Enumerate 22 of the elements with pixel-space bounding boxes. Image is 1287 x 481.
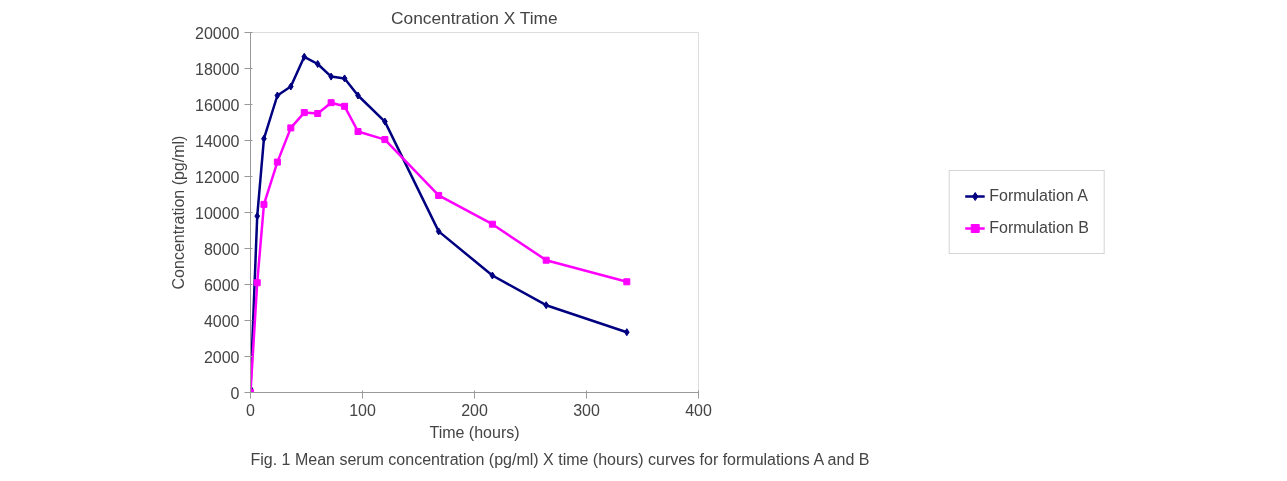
chart-title: Concentration X Time [391, 7, 558, 28]
y-tick-label: 18000 [195, 60, 240, 78]
legend-label: Formulation A [989, 187, 1088, 205]
y-tick-label: 4000 [203, 312, 240, 330]
y-tick-label: 10000 [195, 204, 240, 222]
y-tick-label: 2000 [203, 348, 240, 366]
x-tick-label: 200 [461, 401, 488, 419]
x-axis-title: Time (hours) [429, 423, 520, 441]
y-axis-title: Concentration (pg/ml) [170, 135, 188, 290]
x-tick-label: 100 [349, 401, 376, 419]
y-tick-label: 6000 [203, 276, 240, 294]
y-tick-label: 12000 [195, 168, 240, 186]
y-tick-label: 20000 [195, 24, 240, 42]
y-tick-label: 0 [230, 384, 240, 402]
x-tick-label: 400 [685, 401, 712, 419]
x-tick-label: 0 [246, 401, 256, 419]
y-tick-label: 14000 [195, 132, 240, 150]
y-tick-label: 16000 [195, 96, 240, 114]
x-tick-label: 300 [573, 401, 600, 419]
caption: Fig. 1 Mean serum concentration (pg/ml) X time (hours) curves for formulations A and B [250, 450, 870, 468]
legend-label: Formulation B [989, 219, 1089, 237]
y-tick-label: 8000 [203, 240, 240, 258]
